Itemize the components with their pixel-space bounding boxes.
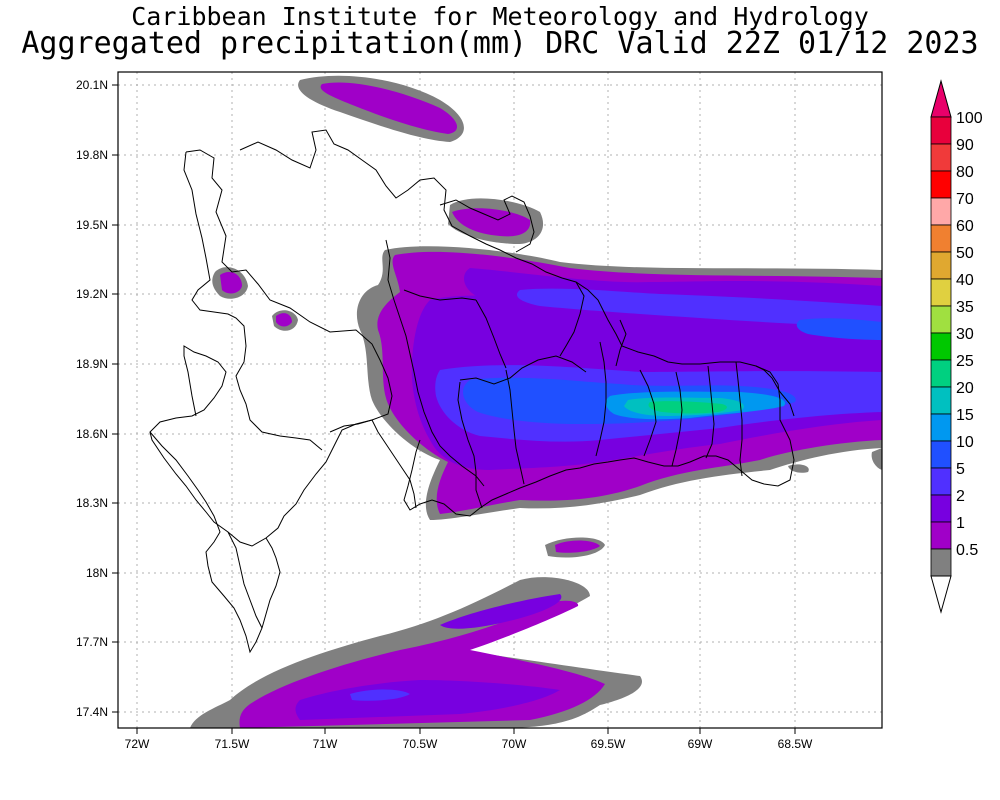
haiti-south-inner xyxy=(227,531,263,629)
colorbar-label: 35 xyxy=(956,299,974,316)
colorbar-swatch xyxy=(930,278,952,307)
colorbar-swatch xyxy=(930,116,952,145)
colorbar-label: 70 xyxy=(956,191,974,208)
dr-interior-6 xyxy=(457,381,483,509)
precip-area-far-east xyxy=(871,448,882,470)
colorbar-swatch xyxy=(930,548,952,577)
lon-label: 70W xyxy=(502,737,527,751)
institute-title: Caribbean Institute for Meteorology and … xyxy=(131,2,869,31)
dr-interior-13 xyxy=(735,361,743,477)
colorbar-label: 0.5 xyxy=(956,542,978,559)
dr-interior-12 xyxy=(705,365,715,459)
precip-area-east-tail xyxy=(788,464,809,473)
dr-interior-5 xyxy=(559,281,585,357)
haiti-northwest-outline xyxy=(149,149,393,547)
lat-label: 18N xyxy=(86,566,108,580)
lat-label: 18.3N xyxy=(76,496,108,510)
colorbar-top-arrow xyxy=(930,79,952,118)
colorbar-swatch xyxy=(930,170,952,199)
lon-label: 71W xyxy=(313,737,338,751)
longitude-labels: 72W 71.5W 71W 70.5W 70W 69.5W 69W 68.5W xyxy=(125,737,813,751)
dr-interior-2 xyxy=(403,289,477,301)
lon-label: 72W xyxy=(125,737,150,751)
colorbar-bottom-arrow xyxy=(930,575,952,614)
lat-label: 17.7N xyxy=(76,635,108,649)
haiti-north-peninsula xyxy=(183,151,323,451)
dr-interior-11 xyxy=(671,371,683,467)
colorbar: 100 90 80 70 60 50 40 35 30 25 20 15 10 5 2 1 0.5 xyxy=(930,79,983,614)
lat-label: 19.2N xyxy=(76,287,108,301)
dr-interior-10 xyxy=(639,369,657,457)
dr-interior-8 xyxy=(595,341,607,457)
colorbar-label: 30 xyxy=(956,326,974,343)
lon-label: 69W xyxy=(688,737,713,751)
tick-marks xyxy=(112,84,796,734)
colorbar-swatch xyxy=(930,224,952,253)
dr-interior-3 xyxy=(459,355,587,385)
lat-label: 17.4N xyxy=(76,705,108,719)
product-title: Aggregated precipitation(mm) DRC Valid 2… xyxy=(21,26,979,61)
colorbar-swatch xyxy=(930,197,952,226)
colorbar-label: 90 xyxy=(956,137,974,154)
map-frame xyxy=(117,71,883,729)
lat-label: 18.9N xyxy=(76,357,108,371)
colorbar-swatch xyxy=(930,494,952,523)
colorbar-label: 60 xyxy=(956,218,974,235)
colorbar-label: 1 xyxy=(956,515,965,532)
colorbar-swatch xyxy=(930,386,952,415)
colorbar-label: 10 xyxy=(956,434,974,451)
colorbar-label: 5 xyxy=(956,461,965,478)
haiti-south-peninsula xyxy=(149,431,281,654)
lat-label: 20.1N xyxy=(76,78,108,92)
lon-label: 70.5W xyxy=(403,737,438,751)
colorbar-swatch xyxy=(930,332,952,361)
colorbar-swatch xyxy=(930,440,952,469)
colorbar-swatch xyxy=(930,305,952,334)
dr-interior-7 xyxy=(505,369,525,485)
colorbar-label: 25 xyxy=(956,353,974,370)
colorbar-label: 40 xyxy=(956,272,974,289)
colorbar-swatch xyxy=(930,251,952,280)
dr-interior-9 xyxy=(615,319,627,367)
haiti-central xyxy=(329,419,417,509)
colorbar-label: 2 xyxy=(956,488,965,505)
latitude-labels: 20.1N 19.8N 19.5N 19.2N 18.9N 18.6N 18.3… xyxy=(76,78,108,719)
colorbar-swatch xyxy=(930,143,952,172)
colorbar-label: 50 xyxy=(956,245,974,262)
colorbar-label: 100 xyxy=(956,110,983,127)
colorbar-label: 20 xyxy=(956,380,974,397)
colorbar-label: 15 xyxy=(956,407,974,424)
colorbar-swatch xyxy=(930,467,952,496)
country-outlines xyxy=(149,129,795,654)
colorbar-swatch xyxy=(930,521,952,550)
precipitation-fields xyxy=(190,75,882,728)
lon-label: 71.5W xyxy=(215,737,250,751)
dr-east-tip xyxy=(755,365,795,417)
lon-label: 68.5W xyxy=(778,737,813,751)
colorbar-label: 80 xyxy=(956,164,974,181)
lon-label: 69.5W xyxy=(591,737,626,751)
lat-label: 19.5N xyxy=(76,218,108,232)
lat-label: 18.6N xyxy=(76,427,108,441)
colorbar-swatch xyxy=(930,359,952,388)
lat-label: 19.8N xyxy=(76,148,108,162)
colorbar-swatch xyxy=(930,413,952,442)
dr-interior-1 xyxy=(385,239,485,487)
dr-interior-4 xyxy=(475,299,507,369)
dr-samana xyxy=(439,195,535,253)
